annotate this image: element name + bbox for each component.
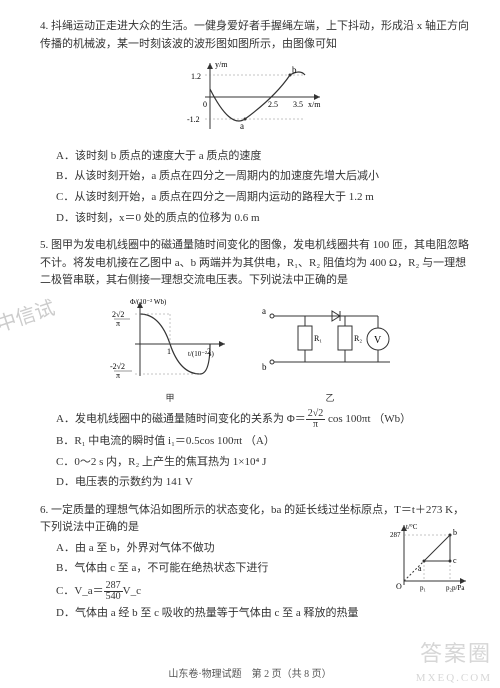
svg-text:π: π [116, 319, 120, 328]
watermark-brand: 答案圈 [420, 636, 492, 668]
point-b-label: b [292, 65, 297, 75]
svg-text:a: a [262, 306, 266, 316]
caption-yi: 乙 [260, 391, 400, 405]
svg-text:p₁: p₁ [420, 584, 426, 592]
ytick-pos: 2√2 [112, 310, 124, 319]
question-5: 5. 图甲为发电机线圈中的磁通量随时间变化的图像，发电机线圈共有 100 匝，其… [40, 237, 470, 492]
question-4: 4. 抖绳运动正走进大众的生活。一健身爱好者手握绳左端，上下抖动，形成沿 x 轴… [40, 18, 470, 227]
q5-figures: 2√2 π -2√2 π 1 2 t/(10⁻² s) Φ/(10⁻² Wb) … [40, 294, 470, 405]
q6c-den: 540 [104, 592, 123, 602]
q4-opt-a: A．该时刻 b 质点的速度大于 a 质点的速度 [56, 148, 470, 166]
svg-text:0: 0 [203, 100, 207, 109]
q5-opt-a: A．发电机线圈中的磁通量随时间变化的关系为 Φ＝ 2√2 π cos 100πt… [56, 409, 470, 430]
question-6: 6. 一定质量的理想气体沿如图所示的状态变化，ba 的延长线过坐标原点，T＝t＋… [40, 502, 470, 626]
q6c-pre: C．V_a＝ [56, 585, 104, 597]
q5a-post: cos 100πt （Wb） [325, 413, 411, 425]
q5-opt-d: D．电压表的示数约为 141 V [56, 474, 470, 492]
svg-text:p/Pa: p/Pa [452, 584, 465, 592]
ytick-pos: 1.2 [191, 72, 201, 81]
r1-label: R₁ [314, 334, 322, 343]
svg-text:c: c [453, 556, 457, 565]
q5a-pre: A．发电机线圈中的磁通量随时间变化的关系为 Φ＝ [56, 413, 306, 425]
q6c-post: V_c [123, 585, 141, 597]
q4-wave-chart: a b 1.2 -1.2 2.5 3.5 x/m y/m 0 [185, 57, 325, 137]
svg-text:b: b [262, 362, 267, 372]
r2-label: R₂ [354, 334, 362, 343]
xtick-1: 2.5 [268, 100, 278, 109]
point-a-label: a [240, 121, 244, 131]
q4-figure: a b 1.2 -1.2 2.5 3.5 x/m y/m 0 [40, 57, 470, 144]
xtick-2: 3.5 [293, 100, 303, 109]
voltmeter-label: V [374, 335, 382, 346]
q5-number: 5. [40, 239, 48, 251]
q6-opt-d: D．气体由 a 经 b 至 c 吸收的热量等于气体由 c 至 a 释放的热量 [56, 605, 470, 623]
q4-opt-c: C．从该时刻开始，a 质点在四分之一周期内运动的路程大于 1.2 m [56, 189, 470, 207]
q5-opt-b: B．R₁ 中电流的瞬时值 i₁＝0.5cos 100πt （A） [56, 433, 470, 451]
xlabel: t/(10⁻² s) [188, 350, 214, 358]
xlabel: x/m [308, 100, 321, 109]
q5-stem: 图甲为发电机线圈中的磁通量随时间变化的图像，发电机线圈共有 100 匝，其电阻忽… [40, 239, 469, 286]
svg-text:287: 287 [390, 531, 401, 539]
q4-number: 4. [40, 20, 48, 32]
svg-text:t/°C: t/°C [406, 523, 418, 531]
watermark-url: MXEQ.COM [416, 672, 492, 684]
caption-jia: 甲 [110, 391, 230, 405]
ylabel: y/m [215, 60, 228, 69]
ylabel: Φ/(10⁻² Wb) [130, 298, 167, 306]
ytick-neg: -1.2 [187, 115, 200, 124]
svg-text:1: 1 [167, 347, 171, 356]
q6-number: 6. [40, 504, 48, 516]
q5-opt-c: C．0～2 s 内，R₂ 上产生的焦耳热为 1×10⁴ J [56, 454, 470, 472]
svg-text:b: b [453, 528, 457, 537]
svg-text:a: a [418, 564, 422, 573]
ytick-neg: -2√2 [110, 362, 125, 371]
q4-opt-b: B．从该时刻开始，a 质点在四分之一周期内的加速度先增大后减小 [56, 168, 470, 186]
svg-text:π: π [116, 371, 120, 380]
q5-options: A．发电机线圈中的磁通量随时间变化的关系为 Φ＝ 2√2 π cos 100πt… [40, 409, 470, 492]
q6-figure: a b c 287 p₁ p₂ p/Pa t/°C O [390, 519, 470, 601]
q5-chart-phi: 2√2 π -2√2 π 1 2 t/(10⁻² s) Φ/(10⁻² Wb) … [110, 294, 230, 405]
svg-text:O: O [396, 582, 402, 591]
q5a-den: π [306, 420, 326, 430]
q4-stem: 抖绳运动正走进大众的生活。一健身爱好者手握绳左端，上下抖动，形成沿 x 轴正方向… [40, 20, 469, 50]
q4-opt-d: D．该时刻，x＝0 处的质点的位移为 0.6 m [56, 210, 470, 228]
q5-circuit: a b R₁ R₂ [260, 294, 400, 405]
q4-options: A．该时刻 b 质点的速度大于 a 质点的速度 B．从该时刻开始，a 质点在四分… [40, 148, 470, 227]
